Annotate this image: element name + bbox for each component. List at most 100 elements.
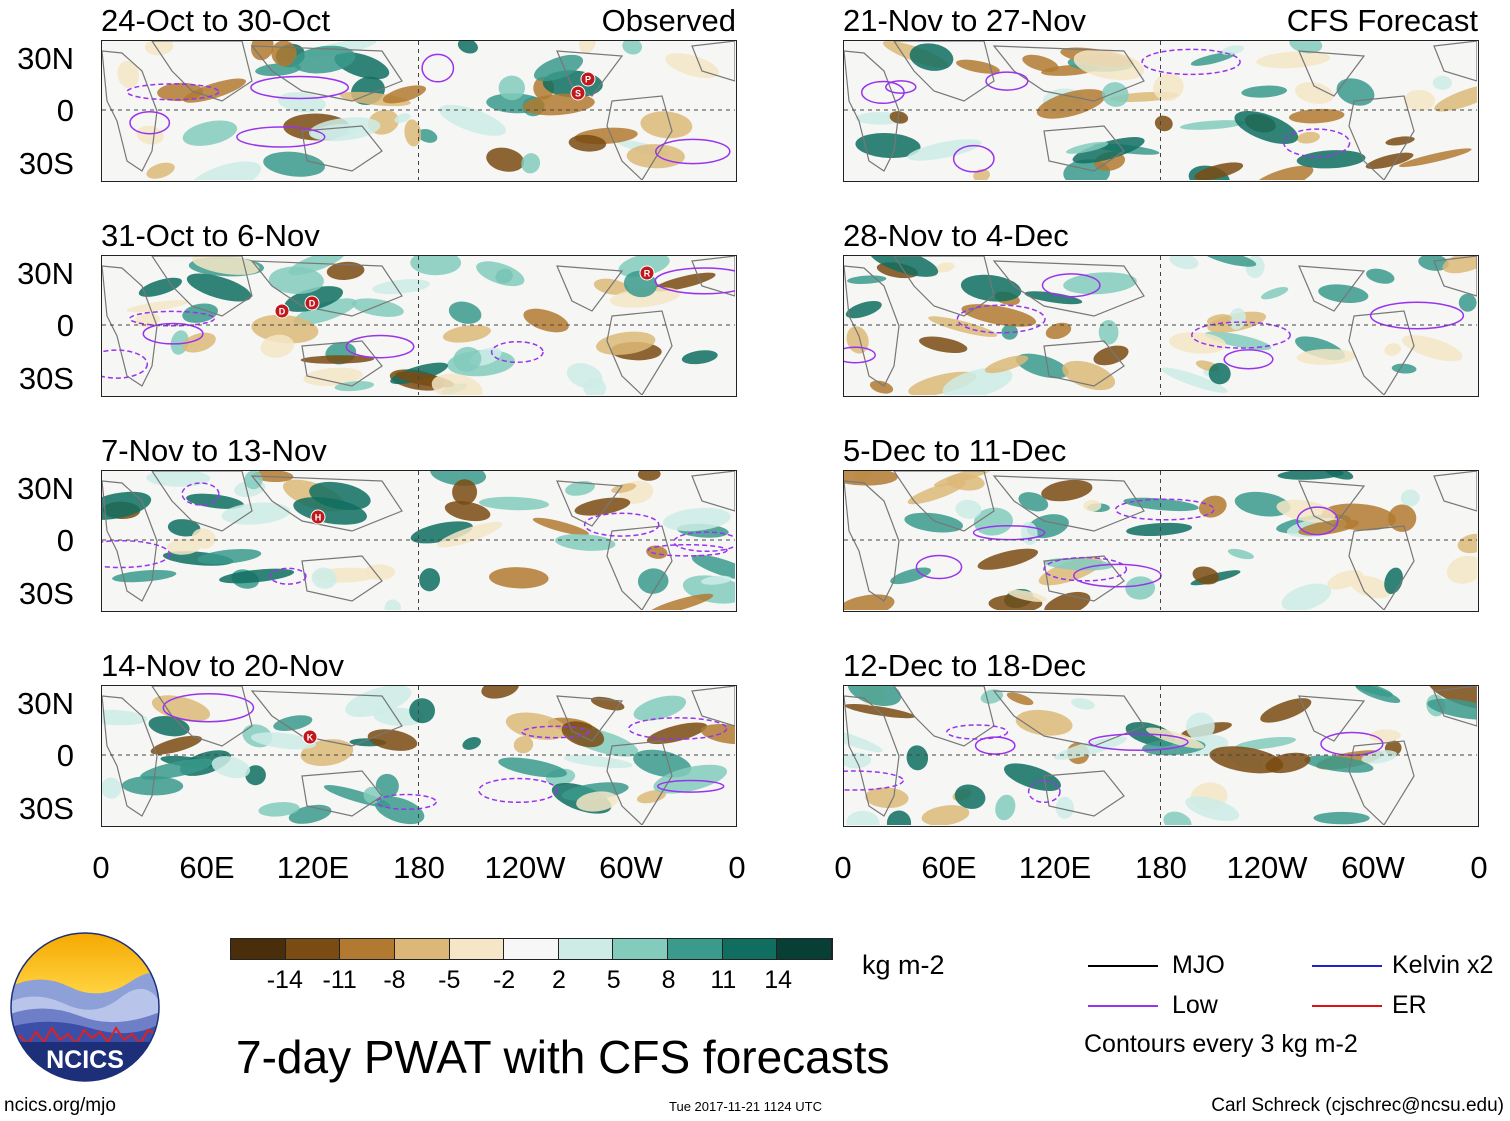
y-axis-label: 0 — [56, 308, 74, 343]
pwat-anomaly-patch — [579, 41, 596, 54]
pwat-anomaly-patch — [532, 517, 589, 536]
pwat-anomaly-patch — [1327, 569, 1363, 590]
pwat-anomaly-patch — [1457, 533, 1477, 554]
pwat-anomaly-patch — [182, 332, 216, 353]
coastline — [250, 45, 403, 102]
x-axis-label: 180 — [393, 850, 445, 885]
x-axis-label: 60E — [921, 850, 977, 885]
pwat-anomaly-patch — [1260, 287, 1289, 300]
pwat-anomaly-patch — [1179, 120, 1245, 130]
pwat-anomaly-patch — [869, 380, 894, 394]
colorbar-tick-label: 14 — [764, 966, 793, 994]
storm-marker: D — [274, 303, 290, 319]
pwat-anomaly-patch — [1018, 492, 1049, 512]
y-axis-label: 30N — [17, 256, 74, 291]
coastline — [893, 686, 995, 747]
panel-title-fc-4: 12-Dec to 18-Dec — [843, 648, 1086, 683]
pwat-anomaly-patch — [1044, 557, 1113, 571]
pwat-anomaly-patch — [1418, 256, 1449, 271]
coastline — [102, 480, 158, 602]
low-frequency-contour — [972, 525, 1046, 541]
pwat-anomaly-patch — [303, 367, 363, 386]
colorbar-swatch — [394, 939, 450, 959]
pwat-anomaly-patch — [1391, 363, 1417, 374]
pwat-anomaly-patch — [847, 686, 902, 707]
pwat-anomaly-patch — [146, 471, 211, 487]
footer-url[interactable]: ncics.org/mjo — [4, 1095, 116, 1116]
pwat-anomaly-patch — [404, 119, 422, 147]
coastline — [102, 265, 158, 387]
pwat-anomaly-patch — [277, 92, 326, 113]
pwat-anomaly-patch — [186, 273, 252, 302]
storm-marker: K — [302, 729, 318, 745]
pwat-anomaly-patch — [1277, 471, 1344, 480]
pwat-anomaly-patch — [960, 274, 1022, 302]
y-axis-label: 30S — [18, 146, 74, 181]
pwat-anomaly-patch — [593, 278, 630, 295]
colorbar-tick-label: -14 — [266, 966, 303, 994]
pwat-anomaly-patch — [909, 43, 954, 71]
ncics-logo: NCICS — [10, 932, 160, 1082]
pwat-anomaly-patch — [1083, 499, 1102, 512]
panel-title-obs-4: 14-Nov to 20-Nov — [101, 648, 344, 683]
pwat-anomaly-patch — [219, 568, 295, 584]
pwat-anomaly-patch — [1209, 746, 1284, 774]
pwat-anomaly-patch — [102, 777, 122, 799]
pwat-anomaly-patch — [1004, 763, 1061, 792]
pwat-anomaly-patch — [1427, 698, 1477, 720]
colorbar-swatch — [504, 939, 559, 959]
pwat-anomaly-patch — [244, 471, 263, 490]
pwat-anomaly-patch — [889, 111, 909, 124]
footer-timestamp: Tue 2017-11-21 1124 UTC — [669, 1099, 822, 1114]
pwat-anomaly-patch — [1062, 360, 1116, 391]
pwat-anomaly-patch — [681, 350, 718, 365]
low-frequency-contour — [985, 71, 1029, 91]
pwat-anomaly-patch — [845, 300, 882, 319]
pwat-anomaly-patch — [576, 791, 619, 812]
coastline — [1348, 525, 1415, 610]
pwat-anomaly-patch — [452, 479, 478, 505]
panel-title-fc-1: 21-Nov to 27-Nov — [843, 3, 1086, 38]
pwat-anomaly-patch — [1146, 727, 1205, 749]
pwat-anomaly-patch — [1296, 131, 1320, 144]
pwat-anomaly-patch — [102, 709, 148, 726]
colorbar-swatch — [613, 939, 669, 959]
low-frequency-contour — [521, 725, 590, 739]
storm-marker: D — [304, 295, 320, 311]
pwat-anomaly-patch — [1260, 698, 1312, 723]
pwat-anomaly-patch — [1289, 41, 1323, 54]
x-axis-label: 120W — [484, 850, 566, 885]
pwat-anomaly-patch — [1227, 548, 1254, 560]
low-frequency-contour — [885, 80, 917, 94]
pwat-anomaly-patch — [197, 548, 262, 565]
coastline — [301, 340, 383, 387]
pwat-anomaly-patch — [622, 41, 642, 55]
x-axis-label: 120E — [1018, 850, 1092, 885]
pwat-anomaly-patch — [1304, 755, 1374, 773]
svg-text:S: S — [575, 89, 581, 99]
coastline — [691, 471, 735, 512]
low-frequency-contour — [1141, 48, 1241, 76]
pwat-anomaly-patch — [984, 355, 1029, 374]
pwat-anomaly-patch — [1428, 686, 1477, 710]
low-frequency-contour — [860, 80, 905, 105]
coastline — [250, 690, 403, 747]
pwat-anomaly-patch — [955, 59, 1000, 74]
pwat-anomaly-patch — [1190, 52, 1236, 66]
pwat-anomaly-patch — [1123, 497, 1199, 512]
colorbar-units: kg m-2 — [862, 950, 945, 980]
pwat-anomaly-patch — [846, 810, 880, 825]
panel-title-obs-1: 24-Oct to 30-Oct — [101, 3, 331, 38]
pwat-anomaly-patch — [251, 314, 319, 344]
x-axis-label: 180 — [1135, 850, 1187, 885]
coastline — [1043, 340, 1125, 387]
pwat-anomaly-patch — [1296, 348, 1356, 365]
coastline — [1348, 740, 1415, 825]
pwat-anomaly-patch — [648, 593, 714, 610]
pwat-anomaly-patch — [1161, 367, 1228, 393]
column-tag-cfs-forecast: CFS Forecast — [1286, 3, 1478, 38]
coastline — [556, 695, 624, 742]
pwat-anomaly-patch — [1163, 811, 1192, 825]
pwat-anomaly-patch — [1276, 499, 1336, 523]
pwat-anomaly-patch — [309, 117, 381, 142]
